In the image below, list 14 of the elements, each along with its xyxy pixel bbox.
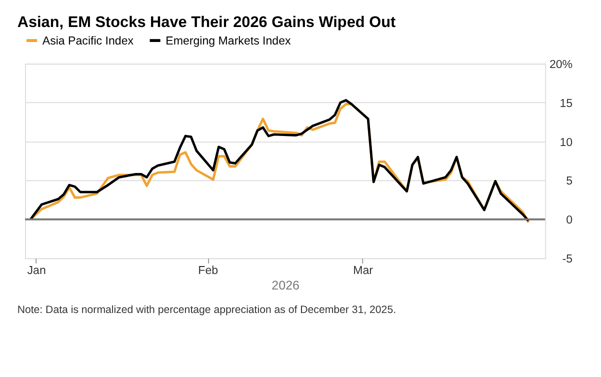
- y-tick-label: 10: [560, 136, 573, 149]
- x-tick-label: Mar: [353, 265, 374, 278]
- chart-title: Asian, EM Stocks Have Their 2026 Gains Wiped Out: [17, 14, 396, 32]
- text: Note: Data is normalized with percentage appreciation as of December 31, 2025.: [17, 304, 396, 316]
- y-tick-label: 0: [566, 214, 573, 227]
- x-tick-label: Feb: [198, 265, 218, 278]
- legend-label: Emerging Markets Index: [166, 35, 292, 48]
- x-axis-title: 2026: [272, 278, 300, 292]
- y-tick-label: 5: [566, 176, 573, 188]
- legend-label: Asia Pacific Index: [42, 35, 134, 48]
- y-tick-label: 15: [560, 98, 573, 110]
- x-tick-label: Jan: [27, 265, 46, 278]
- y-tick-label: -5: [562, 254, 573, 266]
- y-tick-label: 20%: [549, 58, 573, 71]
